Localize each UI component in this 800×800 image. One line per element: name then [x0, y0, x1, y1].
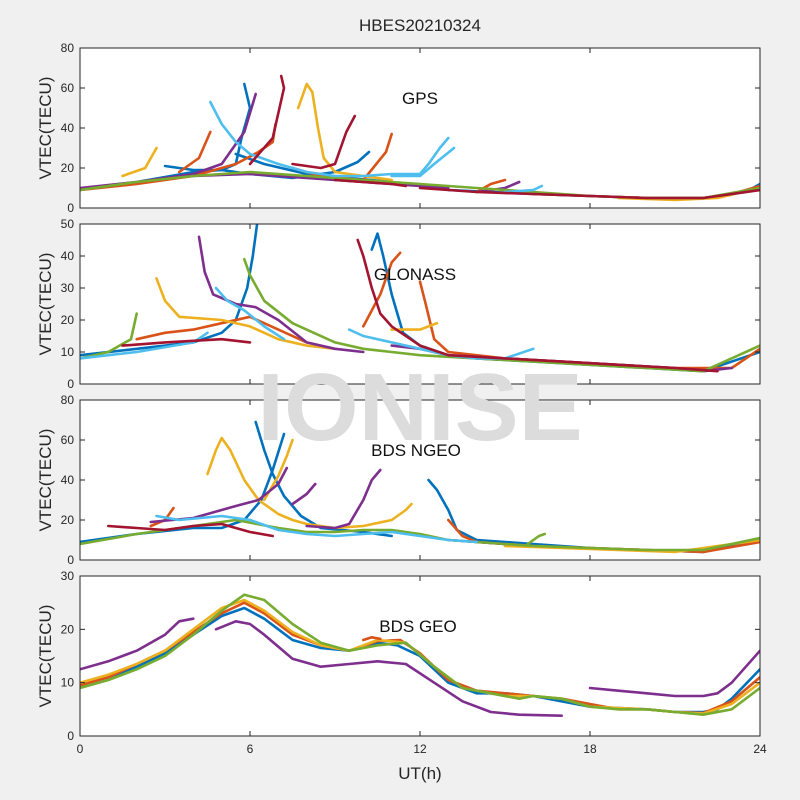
series-line	[390, 321, 439, 331]
series-group	[80, 420, 760, 554]
panel-3: 0 10 20 30 0 6 12 18 24 VTEC(TECU) BDS GEO	[36, 569, 767, 756]
series-line	[503, 184, 544, 194]
y-tick-label: 10	[61, 345, 75, 359]
x-tick-label: 0	[77, 742, 84, 756]
series-group	[80, 74, 760, 202]
chart-title: HBES20210324	[359, 16, 481, 35]
series-line	[80, 593, 760, 716]
panel-0: 0 20 40 60 80 VTEC(TECU) GPS	[36, 41, 761, 215]
y-tick-label: 40	[61, 249, 75, 263]
series-line	[333, 178, 408, 188]
y-tick-label: 20	[61, 313, 75, 327]
y-tick-label: 80	[61, 41, 75, 55]
y-tick-label: 40	[61, 121, 75, 135]
series-line	[214, 286, 286, 341]
y-tick-label: 80	[61, 393, 75, 407]
series-line	[177, 130, 212, 174]
y-tick-label: 20	[61, 513, 75, 527]
series-line	[197, 235, 365, 354]
series-line	[248, 74, 286, 166]
y-tick-label: 30	[61, 569, 75, 583]
y-tick-label: 10	[61, 676, 75, 690]
series-line	[209, 100, 450, 178]
series-line	[418, 186, 760, 200]
y-tick-label: 60	[61, 433, 75, 447]
series-line	[526, 532, 546, 546]
series-line	[206, 436, 413, 530]
y-tick-label: 0	[67, 553, 74, 567]
series-line	[80, 224, 259, 357]
y-axis-label: VTEC(TECU)	[36, 429, 55, 532]
y-tick-label: 0	[67, 729, 74, 743]
series-line	[243, 257, 760, 373]
panel-label: GLONASS	[374, 265, 456, 284]
panel-2: 0 20 40 60 80 VTEC(TECU) BDS NGEO	[36, 393, 761, 567]
series-line	[80, 617, 195, 671]
series-line	[155, 277, 337, 351]
y-axis-label: VTEC(TECU)	[36, 77, 55, 180]
series-line	[291, 114, 357, 170]
series-group	[80, 593, 760, 717]
series-line	[135, 315, 308, 344]
plot-area	[80, 224, 760, 384]
y-tick-label: 50	[61, 217, 75, 231]
panel-1: 0 10 20 30 40 50 VTEC(TECU) GLONASS	[36, 217, 761, 391]
x-axis-label: UT(h)	[398, 764, 441, 783]
y-tick-label: 0	[67, 201, 74, 215]
series-line	[390, 146, 456, 178]
series-line	[121, 146, 158, 178]
series-line	[121, 337, 252, 347]
series-line	[305, 468, 382, 530]
series-group	[80, 224, 760, 373]
series-line	[80, 518, 760, 552]
series-line	[588, 649, 760, 698]
series-line	[155, 514, 478, 544]
series-line	[262, 438, 294, 502]
y-tick-label: 0	[67, 377, 74, 391]
x-tick-label: 24	[753, 742, 767, 756]
panel-label: BDS NGEO	[371, 441, 461, 460]
y-axis-label: VTEC(TECU)	[36, 605, 55, 708]
y-tick-label: 20	[61, 161, 75, 175]
series-line	[291, 482, 317, 506]
series-line	[362, 251, 402, 328]
series-line	[356, 238, 719, 373]
watermark: IONISE	[257, 354, 582, 461]
x-tick-label: 18	[583, 742, 597, 756]
series-line	[80, 122, 277, 192]
series-line	[362, 636, 382, 642]
series-line	[475, 180, 521, 194]
x-tick-label: 12	[413, 742, 427, 756]
y-tick-label: 40	[61, 473, 75, 487]
series-line	[214, 620, 563, 717]
y-axis-label: VTEC(TECU)	[36, 253, 55, 356]
series-line	[107, 522, 274, 538]
series-line	[80, 331, 209, 360]
y-tick-label: 60	[61, 81, 75, 95]
y-tick-label: 20	[61, 622, 75, 636]
panel-label: GPS	[402, 89, 438, 108]
series-line	[80, 312, 138, 360]
x-tick-label: 6	[247, 742, 254, 756]
y-tick-label: 30	[61, 281, 75, 295]
plot-area	[80, 48, 760, 208]
panel-label: BDS GEO	[379, 617, 456, 636]
